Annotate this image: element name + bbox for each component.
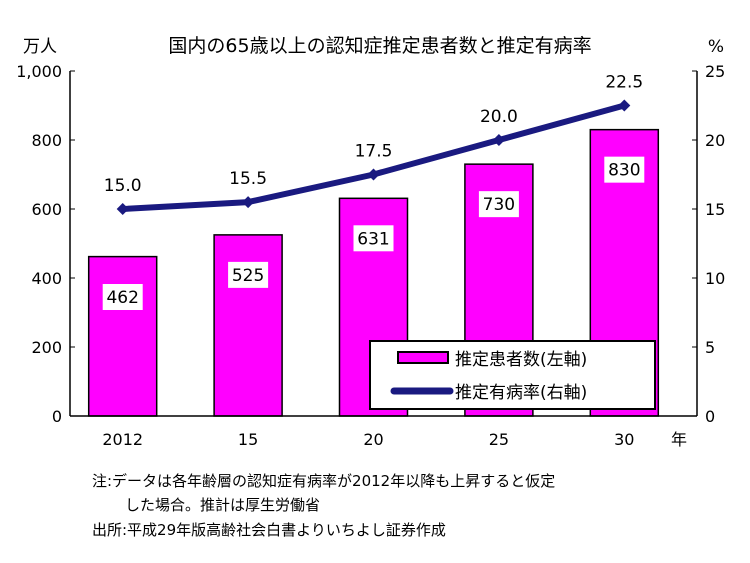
right-axis-unit: % <box>708 37 724 57</box>
x-tick-label: 30 <box>614 430 634 449</box>
right-tick-label: 0 <box>705 407 715 426</box>
bar-label: 730 <box>483 195 515 215</box>
left-axis-unit: 万人 <box>23 37 57 57</box>
x-tick-label: 20 <box>363 430 383 449</box>
bar-label: 525 <box>232 266 264 286</box>
right-tick-label: 15 <box>705 200 725 219</box>
bar-label: 462 <box>106 288 138 308</box>
left-tick-label: 1,000 <box>16 62 62 81</box>
bar-label: 830 <box>608 161 640 181</box>
left-tick-label: 200 <box>31 338 62 357</box>
x-tick-label: 2012 <box>102 430 143 449</box>
bar-label-bg <box>478 191 519 218</box>
right-tick-label: 5 <box>705 338 715 357</box>
bar-label-bg <box>353 225 394 252</box>
line-label: 17.5 <box>355 142 393 162</box>
right-tick-label: 10 <box>705 269 725 288</box>
line-label: 22.5 <box>605 73 643 93</box>
note-line-1: 注:データは各年齢層の認知症有病率が2012年以降も上昇すると仮定 <box>92 472 556 490</box>
line-point <box>618 99 631 112</box>
bar-label-bg <box>604 156 645 183</box>
source-note: 出所:平成29年版高齢社会白書よりいちよし証券作成 <box>92 521 446 539</box>
line-point <box>242 196 255 209</box>
chart-svg: 国内の65歳以上の認知症推定患者数と推定有病率 万人 % 年 462525631… <box>16 35 725 449</box>
chart-title: 国内の65歳以上の認知症推定患者数と推定有病率 <box>168 35 591 57</box>
bar-label: 631 <box>357 229 389 249</box>
legend: 推定患者数(左軸) 推定有病率(右軸) <box>369 340 656 410</box>
legend-bar-swatch <box>397 351 449 364</box>
line-label: 15.0 <box>104 176 142 196</box>
legend-label-line: 推定有病率(右軸) <box>455 383 587 403</box>
line-label: 15.5 <box>229 169 267 189</box>
bar <box>87 255 158 417</box>
bar-label-bg <box>228 261 269 288</box>
note-line-2: した場合。推計は厚生労働省 <box>125 496 321 514</box>
left-tick-label: 800 <box>31 131 62 150</box>
bar-label-bg <box>102 284 143 310</box>
left-tick-label: 0 <box>52 407 62 426</box>
x-tick-label: 25 <box>489 430 509 449</box>
legend-label-bars: 推定患者数(左軸) <box>455 350 587 370</box>
right-tick-label: 25 <box>705 62 725 81</box>
line-label: 20.0 <box>480 107 518 127</box>
x-axis-unit: 年 <box>671 430 687 449</box>
x-tick-label: 15 <box>238 430 258 449</box>
left-tick-label: 600 <box>31 200 62 219</box>
line-point <box>116 203 129 215</box>
line-point <box>367 168 380 181</box>
right-tick-label: 20 <box>705 131 725 150</box>
line-point <box>492 134 505 146</box>
left-tick-label: 400 <box>31 269 62 288</box>
